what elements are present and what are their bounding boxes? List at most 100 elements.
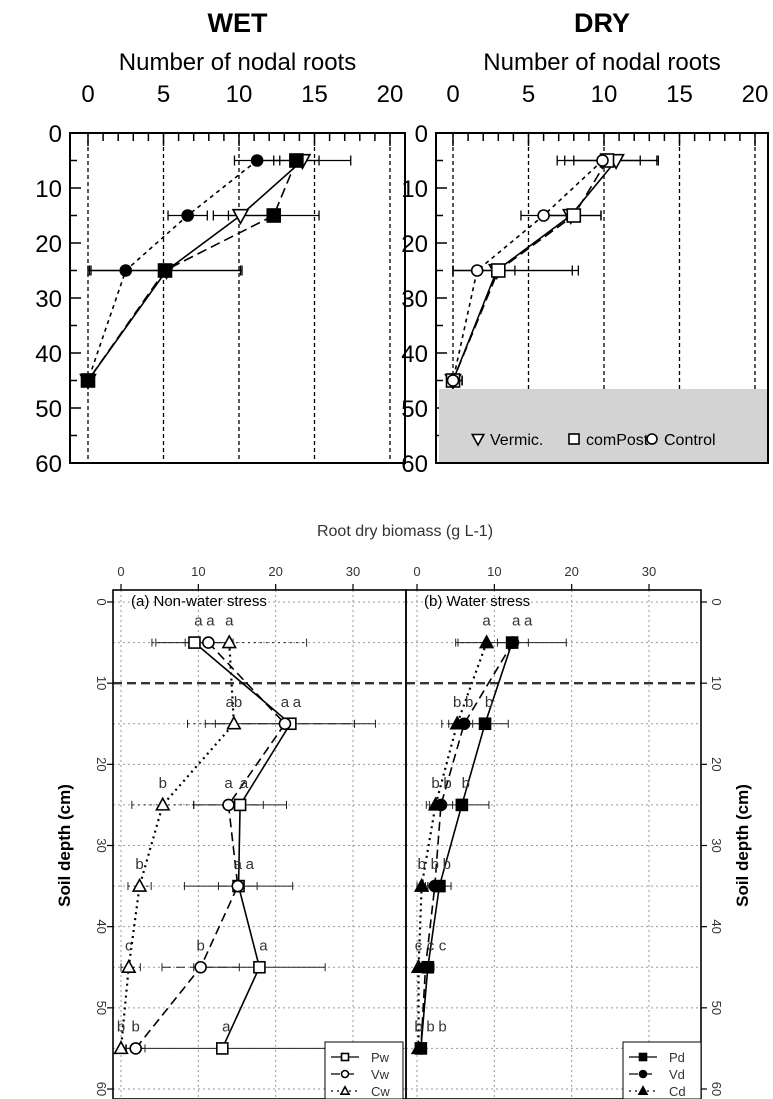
water-stress-significance-label: b	[443, 775, 451, 792]
non-water-stress-significance-label: b	[159, 775, 167, 792]
non-water-stress-significance-label: c	[125, 937, 133, 954]
non-water-stress-data-point	[121, 958, 137, 974]
non-water-stress-significance-label: a	[225, 613, 234, 630]
legend-label: Cd	[669, 1084, 686, 1099]
non-water-stress-significance-label: a	[224, 775, 233, 792]
dry-x-tick-label: 0	[446, 81, 459, 108]
water-stress-x-tick-label: 0	[413, 564, 420, 579]
non-water-stress-significance-label: b	[132, 1018, 140, 1035]
wet-title: WET	[208, 8, 268, 38]
wet-x-axis-label: Number of nodal roots	[119, 49, 356, 76]
water-stress-data-point	[428, 879, 442, 893]
biomass-y-tick-label-right: 60	[709, 1082, 724, 1096]
non-water-stress-significance-label: a	[259, 937, 268, 954]
water-stress-significance-label: a	[482, 613, 491, 630]
legend-label: Control	[664, 432, 716, 449]
dry-series-line	[452, 160, 608, 381]
dry-title: DRY	[574, 8, 630, 38]
wet-data-point	[250, 154, 264, 167]
legend-box	[439, 389, 767, 462]
water-stress-significance-label: b	[453, 694, 461, 711]
biomass-x-axis-label: Root dry biomass (g L-1)	[317, 523, 493, 540]
legend-label: Vw	[371, 1067, 390, 1082]
biomass-y-tick-label-right: 50	[709, 1001, 724, 1015]
biomass-y-axis-label-left: Soil depth (cm)	[55, 784, 74, 907]
legend-box	[324, 1041, 404, 1099]
water-stress-significance-label: b	[417, 856, 425, 873]
dry-y-tick-label: 20	[401, 231, 428, 258]
non-water-stress-data-point	[155, 796, 171, 811]
wet-data-point	[266, 208, 282, 223]
water-stress-x-tick-label: 10	[487, 564, 501, 579]
dry-y-tick-label: 10	[401, 176, 428, 203]
water-stress-plot-frame	[405, 589, 702, 1099]
legend-marker	[638, 1069, 648, 1079]
wet-data-point	[157, 263, 173, 278]
non-water-stress-data-point	[226, 715, 242, 730]
water-stress-series-line	[420, 642, 513, 1049]
wet-y-tick-label: 60	[35, 451, 62, 478]
non-water-stress-x-tick-label: 10	[191, 564, 205, 579]
dry-data-point	[446, 374, 460, 387]
dry-y-tick-label: 0	[415, 121, 428, 148]
non-water-stress-x-tick-label: 0	[117, 564, 124, 579]
water-stress-significance-label: b	[485, 694, 493, 711]
wet-series-line	[87, 159, 258, 381]
non-water-stress-significance-label: a	[234, 856, 243, 873]
biomass-y-tick-label-left: 30	[94, 838, 109, 852]
dry-data-point	[596, 154, 609, 167]
water-stress-data-point	[506, 636, 520, 649]
water-stress-series-line	[417, 642, 488, 1049]
water-stress-panel-title: (b) Water stress	[424, 593, 530, 610]
dry-y-tick-label: 30	[401, 286, 428, 313]
wet-data-point	[231, 208, 250, 225]
dry-x-tick-label: 20	[742, 81, 769, 108]
non-water-stress-data-point	[221, 634, 237, 649]
biomass-y-tick-label-left: 0	[94, 598, 109, 605]
wet-data-point	[119, 264, 133, 277]
water-stress-significance-label: b	[462, 775, 470, 792]
legend-label: Pd	[669, 1050, 685, 1065]
non-water-stress-significance-label: b	[196, 937, 204, 954]
water-stress-data-point	[478, 717, 492, 731]
dry-data-point	[490, 263, 506, 278]
legend-label: Cw	[371, 1084, 390, 1099]
water-stress-significance-label: c	[427, 937, 435, 954]
non-water-stress-data-point	[194, 960, 207, 974]
wet-x-tick-label: 20	[377, 81, 404, 108]
non-water-stress-significance-label: a	[281, 694, 290, 711]
wet-x-tick-label: 0	[81, 81, 94, 108]
non-water-stress-significance-label: a	[206, 613, 215, 630]
water-stress-significance-label: b	[431, 856, 439, 873]
water-stress-significance-label: b	[443, 856, 451, 873]
non-water-stress-data-point	[231, 879, 245, 893]
biomass-y-tick-label-right: 40	[709, 919, 724, 933]
biomass-y-tick-label-left: 40	[94, 919, 109, 933]
legend-marker	[568, 433, 580, 445]
biomass-y-axis-label-right: Soil depth (cm)	[733, 784, 752, 907]
water-stress-data-point	[427, 796, 444, 811]
water-stress-significance-label: c	[439, 937, 447, 954]
non-water-stress-significance-label: a	[240, 775, 249, 792]
legend-marker	[638, 1052, 648, 1062]
legend-marker	[646, 433, 658, 445]
dry-data-point	[470, 264, 484, 277]
non-water-stress-data-point	[253, 960, 266, 974]
biomass-y-tick-label-left: 10	[94, 676, 109, 690]
non-water-stress-data-point	[131, 877, 148, 892]
non-water-stress-significance-label: a	[246, 856, 255, 873]
non-water-stress-x-tick-label: 20	[268, 564, 282, 579]
non-water-stress-legend: Pw Vw Cw	[324, 1041, 404, 1099]
legend-marker	[470, 433, 486, 447]
dry-y-tick-label: 60	[401, 451, 428, 478]
non-water-stress-series-line	[135, 642, 286, 1049]
dry-y-tick-label: 40	[401, 341, 428, 368]
wet-y-tick-label: 40	[35, 341, 62, 368]
biomass-y-tick-label-right: 0	[709, 598, 724, 605]
water-stress-x-tick-label: 20	[564, 564, 578, 579]
legend-marker	[339, 1085, 351, 1095]
legend-marker	[340, 1069, 350, 1079]
non-water-stress-x-tick-label: 30	[346, 564, 360, 579]
